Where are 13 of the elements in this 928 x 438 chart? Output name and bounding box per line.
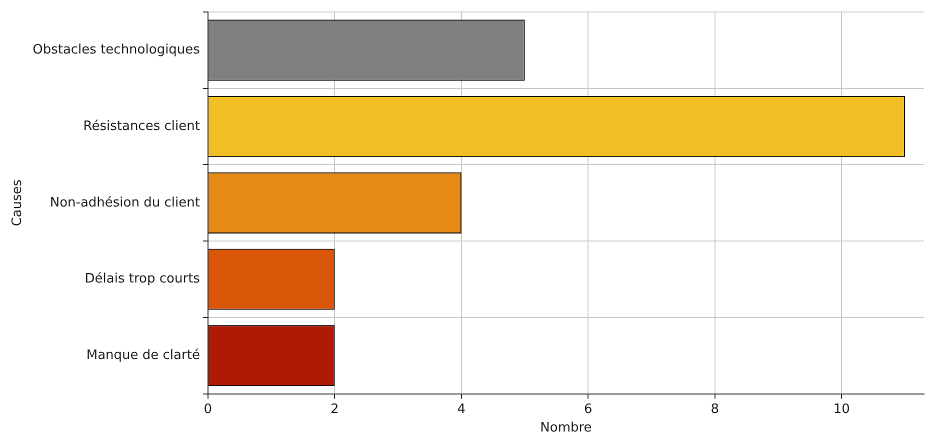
y-tick-label: Manque de clarté	[86, 348, 200, 363]
y-tick-label: Délais trop courts	[84, 272, 200, 287]
y-tick-label: Obstacles technologiques	[32, 42, 200, 58]
x-tick-label: 10	[833, 402, 850, 417]
x-tick-label: 8	[710, 402, 720, 417]
x-tick-label: 6	[584, 402, 592, 417]
x-tick-label: 0	[204, 402, 212, 417]
x-tick-label: 4	[457, 402, 466, 417]
y-axis-title: Causes	[10, 179, 26, 226]
y-tick-label: Non-adhésion du client	[50, 195, 200, 210]
x-tick-label: 2	[330, 402, 339, 417]
x-axis-title: Nombre	[540, 420, 592, 436]
y-tick-label: Résistances client	[83, 118, 200, 134]
